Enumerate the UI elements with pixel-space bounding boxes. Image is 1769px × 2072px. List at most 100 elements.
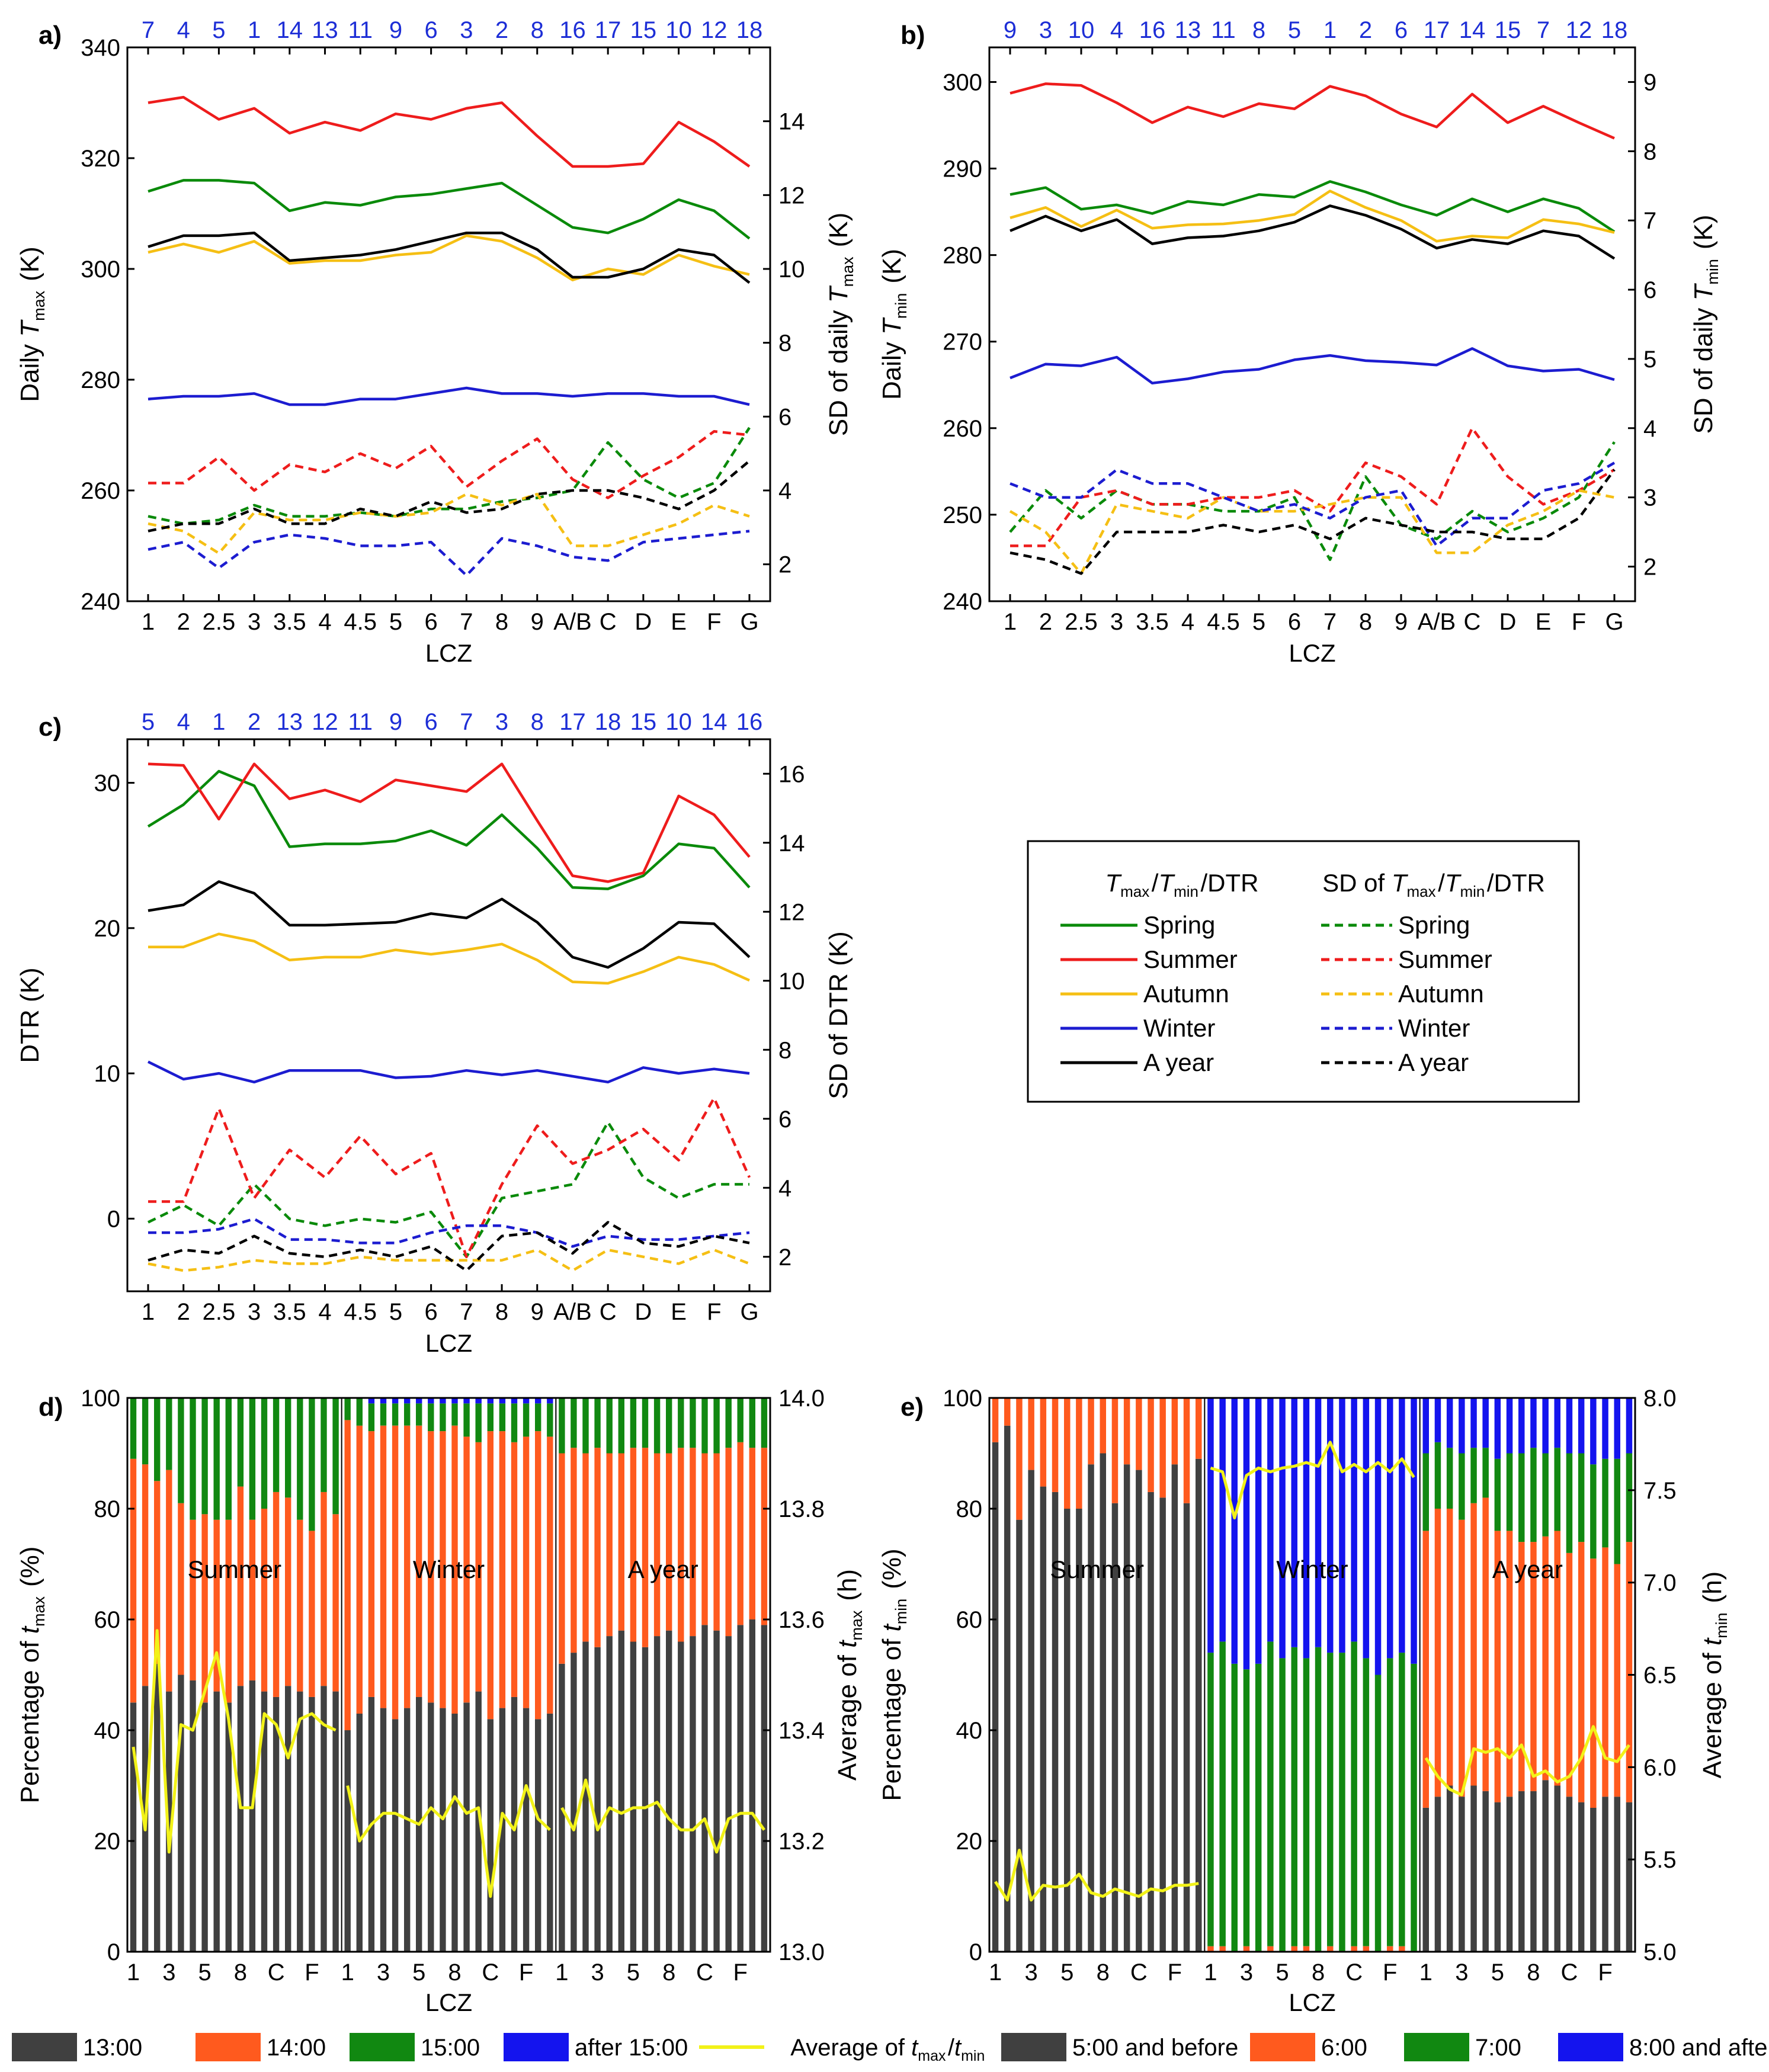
top-tick-label: 8 bbox=[531, 709, 544, 735]
bar-segment bbox=[285, 1686, 291, 1952]
y-axis-title-left: Percentage of tmin (%) bbox=[877, 1548, 910, 1801]
average-line bbox=[132, 1629, 337, 1854]
bar-segment bbox=[225, 1519, 232, 1703]
bar-segment bbox=[487, 1431, 493, 1720]
bar-segment bbox=[1267, 1946, 1274, 1952]
bar-segment bbox=[249, 1398, 256, 1520]
bar-segment bbox=[653, 1636, 661, 1952]
bar-legend: 13:00 14:00 15:00 after 15:00 Average of tma… bbox=[12, 2033, 1769, 2064]
legend-swatch bbox=[1558, 2033, 1623, 2061]
bar-segment bbox=[618, 1453, 624, 1631]
plot-frame bbox=[126, 46, 771, 602]
top-tick-label: 16 bbox=[1139, 17, 1166, 43]
x-tick-label: 4.5 bbox=[1207, 609, 1240, 635]
bar-segment bbox=[428, 1398, 434, 1404]
top-tick-label: 9 bbox=[1004, 17, 1017, 43]
series-line-a-year bbox=[148, 880, 751, 969]
series-line-a-year bbox=[1010, 204, 1616, 260]
top-tick-label: 4 bbox=[177, 17, 190, 43]
x-tick-label: 8 bbox=[662, 1959, 675, 1986]
bar-segment bbox=[1530, 1398, 1537, 1448]
bar-segment bbox=[380, 1708, 387, 1952]
bar-segment bbox=[1339, 1398, 1345, 1653]
top-tick-label: 2 bbox=[1359, 17, 1372, 43]
bar-segment bbox=[523, 1403, 530, 1437]
bar-segment bbox=[1028, 1470, 1034, 1952]
bar-segment bbox=[1578, 1398, 1585, 1454]
group-label: Winter bbox=[413, 1555, 485, 1583]
bar-segment bbox=[1602, 1547, 1608, 1797]
panel-d-tmax-timing-chart: Summer Winter A year d) 0 20 40 60 80 100 13.0 13.2… bbox=[15, 1385, 866, 2016]
x-tick-label: 2.5 bbox=[203, 609, 236, 635]
x-tick-label: F bbox=[519, 1959, 533, 1986]
bar-segment bbox=[1267, 1641, 1274, 1946]
bar-segment bbox=[678, 1448, 684, 1642]
bar-segment bbox=[332, 1691, 339, 1952]
bar-segment bbox=[1136, 1470, 1142, 1952]
y-tick-label-left: 240 bbox=[81, 589, 120, 615]
x-tick-label: C bbox=[696, 1959, 713, 1986]
x-tick-label: 6 bbox=[1288, 609, 1301, 635]
y-tick-label-right: 10 bbox=[778, 256, 805, 283]
bar-segment bbox=[309, 1531, 315, 1697]
bar-segment bbox=[992, 1442, 999, 1952]
bar-segment bbox=[630, 1641, 637, 1952]
x-tick-label: 2 bbox=[177, 609, 190, 635]
bar-segment bbox=[559, 1398, 565, 1454]
x-tick-label: 1 bbox=[1004, 609, 1017, 635]
x-tick-label: 7 bbox=[460, 609, 473, 635]
bar-segment bbox=[1171, 1398, 1178, 1465]
plot-frame bbox=[126, 738, 771, 1292]
bar-segment bbox=[1578, 1542, 1585, 1802]
y-tick-label-right: 6 bbox=[778, 404, 791, 430]
legend-title-solid-text: Tmax /Tmin /DTR bbox=[1105, 869, 1258, 900]
x-tick-label: 1 bbox=[1419, 1959, 1432, 1986]
bar-segment bbox=[1530, 1542, 1537, 1791]
bar-segment bbox=[499, 1403, 506, 1432]
bar-segment bbox=[356, 1713, 363, 1952]
bar-segment bbox=[1255, 1398, 1262, 1664]
bar-segment bbox=[1052, 1492, 1059, 1952]
bar-segment bbox=[1566, 1453, 1573, 1553]
x-tick-label: 1 bbox=[989, 1959, 1002, 1986]
y-axis-title-left: DTR (K) bbox=[15, 967, 44, 1063]
y-tick-label-right: 13.8 bbox=[778, 1496, 825, 1522]
bar-segment bbox=[1303, 1946, 1310, 1952]
bar-segment bbox=[1374, 1398, 1382, 1675]
legend-label-dashed: Winter bbox=[1398, 1014, 1470, 1042]
series-line-sd-a-year bbox=[148, 1221, 750, 1272]
bar-segment bbox=[142, 1464, 149, 1686]
bar-segment bbox=[571, 1448, 577, 1653]
bar-segment bbox=[404, 1708, 411, 1952]
bar-segment bbox=[1422, 1398, 1429, 1454]
bar-segment bbox=[761, 1398, 768, 1448]
y-tick-label-left: 80 bbox=[956, 1496, 983, 1522]
x-tick-label: 7 bbox=[460, 1299, 473, 1325]
bar-segment bbox=[1614, 1564, 1620, 1797]
bar-segment bbox=[630, 1448, 637, 1642]
y-tick-label-left: 20 bbox=[94, 916, 121, 942]
legend-label-solid: Summer bbox=[1143, 945, 1238, 973]
x-tick-label: 5 bbox=[198, 1959, 211, 1986]
bar-segment bbox=[1088, 1464, 1094, 1952]
bar-segment bbox=[737, 1398, 744, 1442]
bar-segment bbox=[1327, 1653, 1334, 1946]
y-tick-label-right: 12 bbox=[778, 182, 805, 209]
top-tick-label: 1 bbox=[212, 709, 225, 735]
top-tick-label: 17 bbox=[595, 17, 621, 43]
bar-segment bbox=[1267, 1398, 1274, 1642]
legend-swatch bbox=[1404, 2033, 1469, 2061]
y-tick-label-right: 8 bbox=[778, 1037, 791, 1063]
bar-segment bbox=[201, 1514, 208, 1703]
top-tick-label: 13 bbox=[277, 709, 303, 735]
bar-segment bbox=[1279, 1658, 1286, 1952]
bar-segment bbox=[1434, 1797, 1441, 1952]
x-tick-label: 8 bbox=[1527, 1959, 1540, 1986]
top-tick-label: 18 bbox=[1601, 17, 1628, 43]
x-tick-label: C bbox=[1345, 1959, 1363, 1986]
bar-segment bbox=[332, 1514, 339, 1692]
x-tick-label: F bbox=[1383, 1959, 1397, 1986]
bar-segment bbox=[1327, 1946, 1334, 1952]
x-tick-label: 5 bbox=[1060, 1959, 1073, 1986]
top-tick-label: 5 bbox=[1288, 17, 1301, 43]
